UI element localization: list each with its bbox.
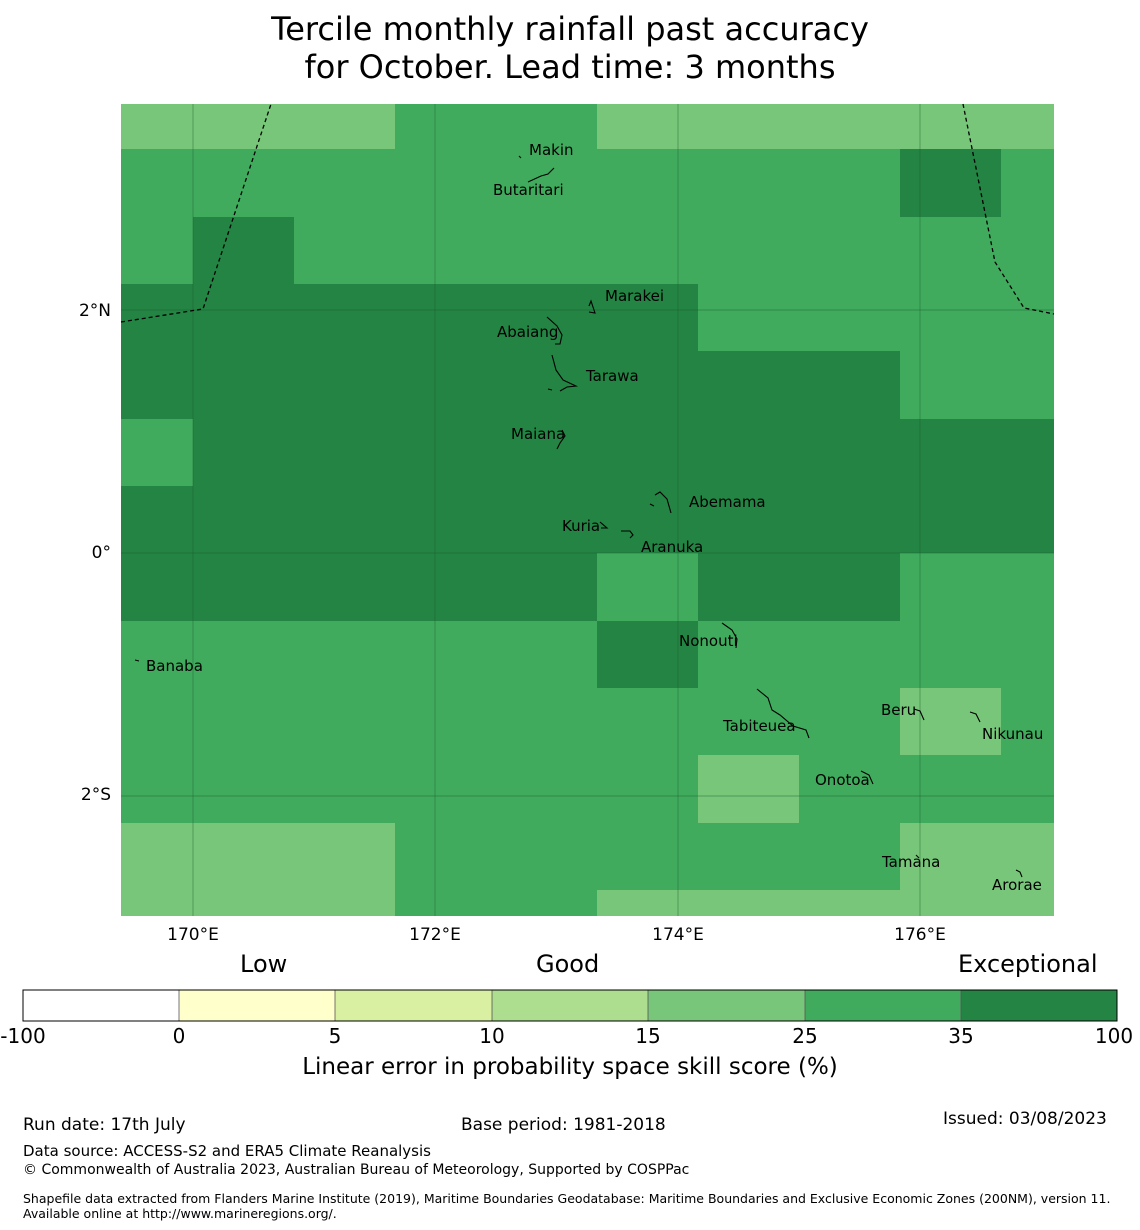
grid-cell [395,890,597,916]
colorbar-tick: 100 [1094,1024,1134,1048]
grid-cell [698,755,799,823]
grid-cell [597,553,698,621]
colorbar-segment [961,990,1117,1021]
category-low: Low [240,950,288,978]
grid-cell [121,419,193,486]
grid-cell [193,217,294,284]
island-label-tabiteuea: Tabiteuea [722,717,796,735]
grid-cell [1001,149,1054,217]
lon-label: 172°E [409,925,461,945]
grid-cell [395,823,900,890]
grid-cell [1001,688,1054,755]
colorbar-tick: -100 [0,1024,46,1048]
colorbar-segment [648,990,805,1021]
colorbar-frame [22,989,1118,1022]
category-exceptional: Exceptional [958,950,1098,978]
grid-cell [121,217,193,284]
eez-boundary [120,103,1055,323]
grid-cell [698,553,900,621]
data-source: Data source: ACCESS-S2 and ERA5 Climate … [23,1142,431,1160]
skill-grid [121,104,1054,916]
lat-label: 2°N [79,301,111,321]
grid-cell [597,104,1054,149]
island-label-nonouti: Nonouti [679,632,738,650]
island-label-arorae: Arorae [992,876,1042,894]
colorbar-tick: 10 [479,1024,505,1048]
colorbar-tick: 0 [172,1024,186,1048]
run-date: Run date: 17th July [23,1115,186,1135]
grid-cell [121,284,698,351]
island-label-tamana: Tamana [881,853,940,871]
colorbar-tick: 25 [792,1024,818,1048]
grid-cell [799,755,1054,823]
island-label-makin: Makin [529,141,574,159]
colorbar-label: Linear error in probability space skill … [302,1054,838,1080]
grid-cell [698,284,1054,351]
colorbar-segment [805,990,961,1021]
island-label-tarawa: Tarawa [585,367,639,385]
island-label-banaba: Banaba [146,657,203,675]
grid-cell [597,621,698,688]
island-labels: Makin Butaritari Marakei Abaiang Tarawa … [146,141,1043,894]
grid-cell [121,688,900,755]
title-line-1: Tercile monthly rainfall past accuracy [271,10,869,48]
colorbar-segment [335,990,492,1021]
lon-label: 176°E [894,925,946,945]
island-label-marakei: Marakei [605,287,664,305]
copyright: © Commonwealth of Australia 2023, Austra… [23,1162,690,1178]
grid-cell [121,621,597,688]
colorbar-segment [23,990,179,1021]
colorbar-tick: 5 [328,1024,342,1048]
island-label-butaritari: Butaritari [493,181,564,199]
island-label-abemama: Abemama [689,493,766,511]
grid-cell [121,149,900,217]
island-label-kuria: Kuria [562,517,600,535]
island-outlines [134,155,1023,878]
grid-cell [900,149,1001,217]
grid-cell [900,823,1054,890]
title-line-2: for October. Lead time: 3 months [304,48,836,86]
grid-cell [121,823,395,890]
colorbar-segment [179,990,335,1021]
base-period: Base period: 1981-2018 [461,1115,666,1135]
shapefile-credit: Shapefile data extracted from Flanders M… [23,1191,1111,1221]
grid-cell [900,688,1001,755]
island-label-onotoa: Onotoa [815,771,870,789]
lon-label: 170°E [167,925,219,945]
axis-labels: 170°E 172°E 174°E 176°E 2°N 0° 2°S [79,301,946,945]
grid-cell [597,890,1054,916]
grid-cell [395,104,597,149]
colorbar-tick: 15 [635,1024,661,1048]
grid-cell [294,217,1054,284]
category-good: Good [536,950,600,978]
island-label-beru: Beru [881,701,916,719]
graticule [121,104,1054,916]
grid-cell [121,104,395,149]
lat-label: 2°S [81,785,111,805]
grid-cell [698,621,1054,688]
colorbar-tick: 35 [948,1024,974,1048]
colorbar [22,989,1118,1022]
grid-cell [121,351,900,419]
colorbar-segment [492,990,648,1021]
grid-cell [121,486,1054,553]
grid-cell [121,553,597,621]
grid-cell [900,351,1054,419]
lat-label: 0° [92,543,111,563]
island-label-maiana: Maiana [511,425,565,443]
issued-date: Issued: 03/08/2023 [943,1109,1107,1129]
grid-cell [121,890,395,916]
grid-cell [121,755,698,823]
island-label-abaiang: Abaiang [497,323,558,341]
grid-cell [900,553,1054,621]
island-label-nikunau: Nikunau [982,725,1043,743]
map-title: Tercile monthly rainfall past accuracy f… [0,10,1140,86]
lon-label: 174°E [652,925,704,945]
grid-cell [193,419,1054,486]
island-label-aranuka: Aranuka [641,538,703,556]
